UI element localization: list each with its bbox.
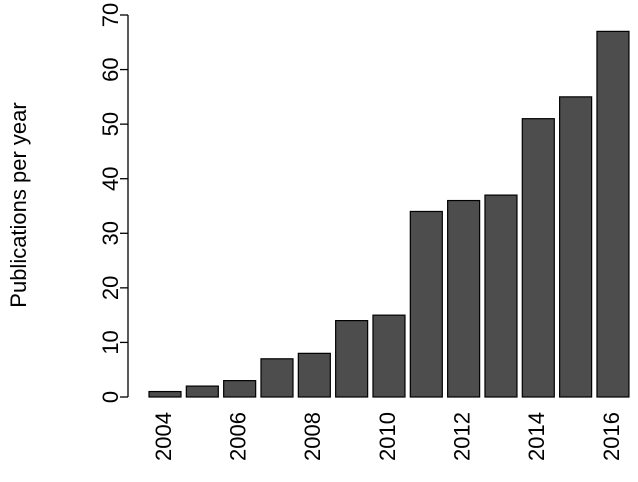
bar bbox=[297, 352, 331, 398]
x-tick-label: 2004 bbox=[151, 412, 176, 461]
bar bbox=[185, 385, 219, 398]
y-tick-label: 50 bbox=[98, 112, 123, 136]
y-tick-label: 70 bbox=[98, 3, 123, 27]
y-tick-label: 30 bbox=[98, 221, 123, 245]
y-tick-label: 20 bbox=[98, 276, 123, 300]
x-tick-label: 2016 bbox=[599, 412, 624, 461]
bar bbox=[372, 314, 406, 398]
x-tick-label: 2008 bbox=[300, 412, 325, 461]
x-tick-label: 2010 bbox=[375, 412, 400, 461]
bar bbox=[148, 390, 182, 398]
bar bbox=[335, 320, 369, 398]
y-tick-label: 0 bbox=[98, 391, 123, 403]
x-tick-label: 2012 bbox=[449, 412, 474, 461]
y-tick-label: 40 bbox=[98, 166, 123, 190]
y-tick-label: 10 bbox=[98, 330, 123, 354]
x-tick-label: 2014 bbox=[524, 412, 549, 461]
bar bbox=[447, 199, 481, 398]
bar bbox=[223, 380, 257, 398]
x-tick-label: 2006 bbox=[225, 412, 250, 461]
bar bbox=[596, 30, 630, 398]
bar bbox=[559, 96, 593, 398]
y-tick-label: 60 bbox=[98, 57, 123, 81]
bar bbox=[484, 194, 518, 398]
y-axis-title: Publications per year bbox=[6, 102, 31, 307]
bar bbox=[409, 210, 443, 398]
bar bbox=[521, 118, 555, 398]
bar bbox=[260, 358, 294, 398]
